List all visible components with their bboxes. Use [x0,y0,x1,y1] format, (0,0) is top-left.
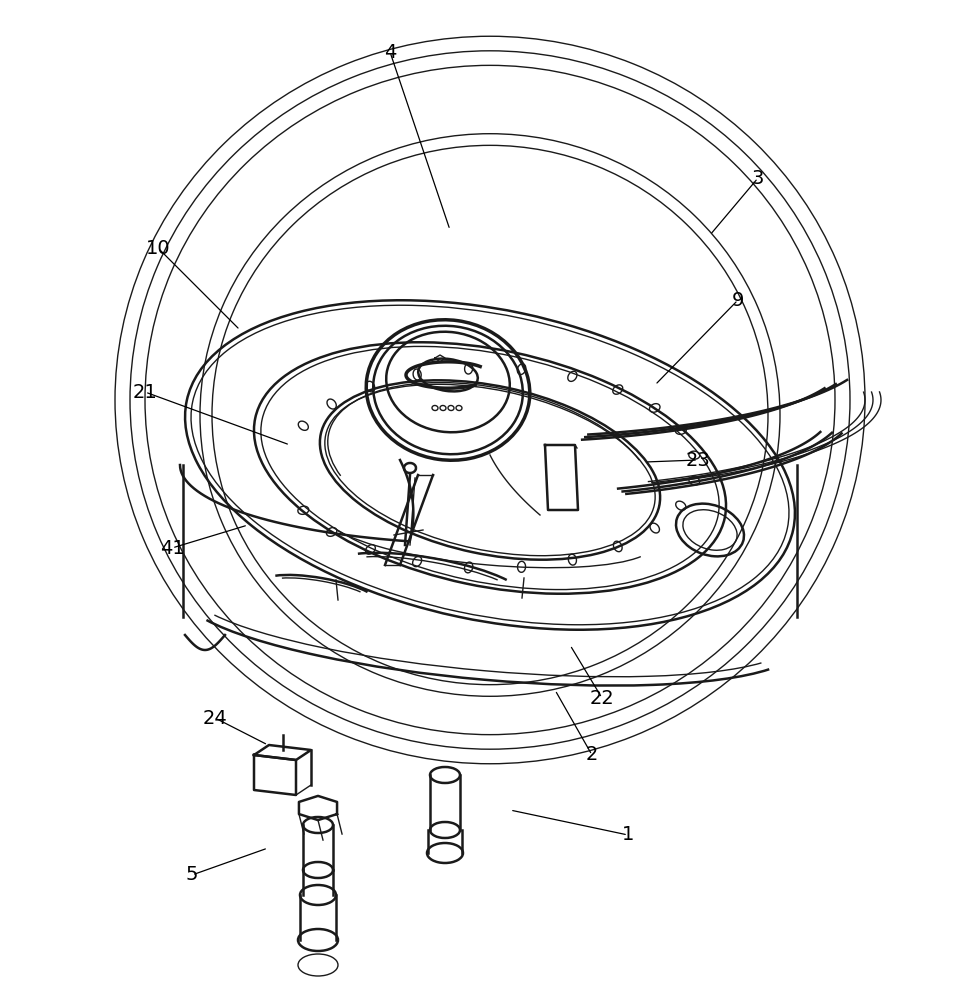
Text: 2: 2 [586,746,598,764]
Text: 4: 4 [384,42,396,62]
Text: 1: 1 [622,826,634,844]
Text: 22: 22 [589,688,614,708]
Text: 21: 21 [133,382,157,401]
Text: 3: 3 [752,168,765,188]
Text: 24: 24 [203,708,228,728]
Text: 5: 5 [186,865,199,884]
Text: 9: 9 [732,290,744,310]
Text: 23: 23 [686,450,710,470]
Text: 41: 41 [160,538,184,558]
Text: 10: 10 [145,238,171,257]
